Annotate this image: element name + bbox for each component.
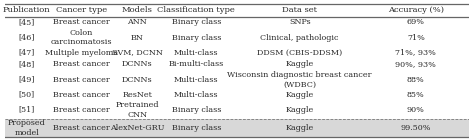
- Text: DCNNs: DCNNs: [122, 60, 153, 68]
- Text: [51]: [51]: [18, 106, 35, 114]
- Text: Breast cancer: Breast cancer: [53, 106, 110, 114]
- Text: Kaggle: Kaggle: [286, 124, 314, 132]
- Text: ANN: ANN: [127, 18, 147, 26]
- Text: Binary class: Binary class: [172, 34, 221, 42]
- Text: Proposed
model: Proposed model: [8, 119, 46, 137]
- Text: ResNet: ResNet: [122, 91, 152, 99]
- Text: Classification type: Classification type: [157, 6, 235, 14]
- Text: 90%, 93%: 90%, 93%: [395, 60, 436, 68]
- Text: Breast cancer: Breast cancer: [53, 91, 110, 99]
- Text: Breast cancer: Breast cancer: [53, 18, 110, 26]
- Text: Pretrained
CNN: Pretrained CNN: [115, 101, 159, 119]
- Text: Data set: Data set: [282, 6, 317, 14]
- Text: BN: BN: [131, 34, 144, 42]
- Text: [48]: [48]: [18, 60, 35, 68]
- Text: Breast cancer: Breast cancer: [53, 60, 110, 68]
- Text: Kaggle: Kaggle: [286, 60, 314, 68]
- Text: Multiple myeloma: Multiple myeloma: [45, 49, 118, 57]
- Text: 85%: 85%: [407, 91, 425, 99]
- Text: DDSM (CBIS-DDSM): DDSM (CBIS-DDSM): [257, 49, 342, 57]
- Text: [45]: [45]: [18, 18, 35, 26]
- Text: Cancer type: Cancer type: [56, 6, 107, 14]
- Text: [47]: [47]: [18, 49, 35, 57]
- Text: Multi-class: Multi-class: [174, 91, 219, 99]
- Text: Binary class: Binary class: [172, 18, 221, 26]
- Text: 88%: 88%: [407, 76, 425, 84]
- Text: [46]: [46]: [18, 34, 35, 42]
- Text: AlexNet-GRU: AlexNet-GRU: [110, 124, 164, 132]
- Text: Models: Models: [122, 6, 153, 14]
- Text: Clinical, pathologic: Clinical, pathologic: [260, 34, 339, 42]
- Text: Multi-class: Multi-class: [174, 76, 219, 84]
- Text: DCNNs: DCNNs: [122, 76, 153, 84]
- Text: Colon
carcinomatosis: Colon carcinomatosis: [51, 29, 112, 46]
- Text: Breast cancer: Breast cancer: [53, 76, 110, 84]
- Text: 99.50%: 99.50%: [401, 124, 431, 132]
- Text: SNPs: SNPs: [289, 18, 310, 26]
- Text: Kaggle: Kaggle: [286, 91, 314, 99]
- Text: Binary class: Binary class: [172, 124, 221, 132]
- Text: Bi-multi-class: Bi-multi-class: [169, 60, 224, 68]
- Text: 71%, 93%: 71%, 93%: [395, 49, 436, 57]
- Text: Kaggle: Kaggle: [286, 106, 314, 114]
- Text: [49]: [49]: [18, 76, 35, 84]
- Text: Binary class: Binary class: [172, 106, 221, 114]
- Text: 69%: 69%: [407, 18, 425, 26]
- Text: 90%: 90%: [407, 106, 425, 114]
- Text: Accuracy (%): Accuracy (%): [388, 6, 444, 14]
- Text: Wisconsin diagnostic breast cancer
(WDBC): Wisconsin diagnostic breast cancer (WDBC…: [228, 71, 372, 88]
- Bar: [5, 119, 469, 137]
- Text: Publication: Publication: [3, 6, 51, 14]
- Text: SVM, DCNN: SVM, DCNN: [112, 49, 163, 57]
- Text: [50]: [50]: [18, 91, 35, 99]
- Text: Multi-class: Multi-class: [174, 49, 219, 57]
- Text: Breast cancer: Breast cancer: [53, 124, 110, 132]
- Text: 71%: 71%: [407, 34, 425, 42]
